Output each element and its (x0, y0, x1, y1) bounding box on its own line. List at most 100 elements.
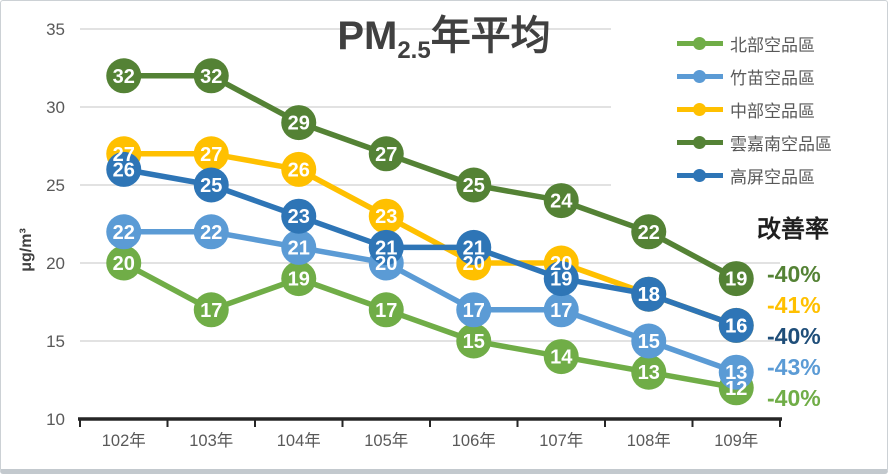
improvement-rate: -40% (767, 385, 821, 411)
data-point-marker (368, 198, 404, 234)
data-point-label: 16 (725, 315, 747, 337)
data-point-marker (106, 245, 142, 281)
data-point-marker (718, 354, 754, 390)
data-point-label: 32 (113, 66, 135, 88)
data-point-marker (456, 167, 492, 203)
data-point-label: 27 (113, 144, 135, 166)
x-tick-label: 107年 (539, 431, 583, 450)
data-point-marker (456, 292, 492, 328)
data-point-marker (193, 167, 229, 203)
data-point-label: 20 (375, 253, 397, 275)
data-point-label: 24 (550, 191, 573, 213)
legend-item: 高屏空品區 (611, 159, 879, 192)
data-point-marker (543, 183, 579, 219)
y-tick-label: 30 (46, 98, 65, 117)
series-高屏空品區 (106, 151, 754, 343)
data-point-label: 26 (288, 159, 310, 181)
x-tick-label: 102年 (102, 431, 146, 450)
y-tick-label: 15 (46, 332, 65, 351)
legend-item-label: 雲嘉南空品區 (730, 135, 832, 154)
legend-swatch-dot (693, 70, 706, 83)
data-point-marker (281, 229, 317, 265)
y-tick-label: 10 (46, 410, 65, 429)
legend-swatch-dot (693, 136, 706, 149)
data-point-marker (718, 261, 754, 297)
data-point-label: 22 (638, 222, 660, 244)
data-point-marker (193, 214, 229, 250)
data-point-label: 20 (463, 253, 485, 275)
data-point-marker (543, 261, 579, 297)
improvement-rate: -43% (767, 354, 821, 380)
data-point-marker (631, 354, 667, 390)
data-point-marker (106, 214, 142, 250)
data-point-marker (456, 229, 492, 265)
data-point-marker (631, 323, 667, 359)
improvement-rate: -41% (767, 292, 821, 318)
data-point-label: 18 (638, 284, 660, 306)
improvement-header: 改善率 (757, 216, 829, 243)
data-point-label: 17 (463, 300, 485, 322)
chart-title-prefix: PM (337, 14, 398, 58)
chart-title-subscript: 2.5 (397, 37, 431, 64)
data-point-label: 27 (375, 144, 397, 166)
data-point-label: 23 (375, 206, 397, 228)
legend-item: 竹苗空品區 (611, 60, 879, 93)
data-point-label: 18 (638, 284, 660, 306)
data-point-marker (281, 198, 317, 234)
data-point-marker (456, 323, 492, 359)
data-point-marker (543, 339, 579, 375)
y-axis-title: μg/m³ (18, 228, 35, 272)
data-point-label: 19 (550, 269, 572, 291)
data-point-label: 19 (725, 269, 747, 291)
x-tick-label: 103年 (189, 431, 233, 450)
data-point-label: 16 (725, 315, 747, 337)
chart-title-suffix: 年平均 (430, 14, 551, 58)
data-point-marker (718, 307, 754, 343)
data-point-marker (281, 105, 317, 141)
legend-item: 雲嘉南空品區 (611, 126, 879, 159)
data-point-label: 19 (288, 269, 310, 291)
series-北部空品區 (106, 245, 754, 406)
data-point-label: 21 (375, 237, 397, 259)
legend-item-label: 竹苗空品區 (730, 69, 815, 88)
data-point-label: 14 (550, 347, 573, 369)
data-point-label: 13 (638, 362, 660, 384)
data-point-marker (193, 292, 229, 328)
improvement-rate: -40% (767, 261, 821, 287)
x-tick-label: 109年 (714, 431, 758, 450)
data-point-label: 17 (550, 300, 572, 322)
legend-swatch-line (677, 136, 723, 149)
legend-swatch-dot (693, 103, 706, 116)
data-point-marker (193, 136, 229, 172)
data-point-label: 25 (200, 175, 222, 197)
legend: 北部空品區 竹苗空品區 中部空品區 雲嘉南空品區 高屏空品區 (611, 25, 879, 194)
data-point-marker (543, 292, 579, 328)
legend-swatch-line (677, 169, 723, 182)
legend-swatch-line (677, 70, 723, 83)
y-tick-label: 35 (46, 20, 65, 39)
data-point-label: 15 (638, 331, 660, 353)
y-tick-label: 20 (46, 254, 65, 273)
data-point-label: 21 (288, 237, 310, 259)
data-point-label: 13 (725, 362, 747, 384)
data-point-label: 20 (113, 253, 135, 275)
x-tick-label: 106年 (452, 431, 496, 450)
data-point-label: 26 (113, 159, 135, 181)
data-point-marker (281, 151, 317, 187)
data-point-marker (368, 136, 404, 172)
legend-swatch-line (677, 103, 723, 116)
data-point-label: 23 (288, 206, 310, 228)
data-point-marker (106, 58, 142, 94)
data-point-label: 27 (200, 144, 222, 166)
data-point-marker (631, 214, 667, 250)
y-tick-label: 25 (46, 176, 65, 195)
data-point-label: 29 (288, 113, 310, 135)
data-point-marker (368, 292, 404, 328)
improvement-rate-list: -40% -41% -40% -43% -40% (767, 259, 821, 414)
x-tick-label: 104年 (277, 431, 321, 450)
data-point-label: 32 (200, 66, 222, 88)
series-竹苗空品區 (106, 214, 754, 390)
data-point-label: 12 (725, 378, 747, 400)
data-point-label: 17 (375, 300, 397, 322)
